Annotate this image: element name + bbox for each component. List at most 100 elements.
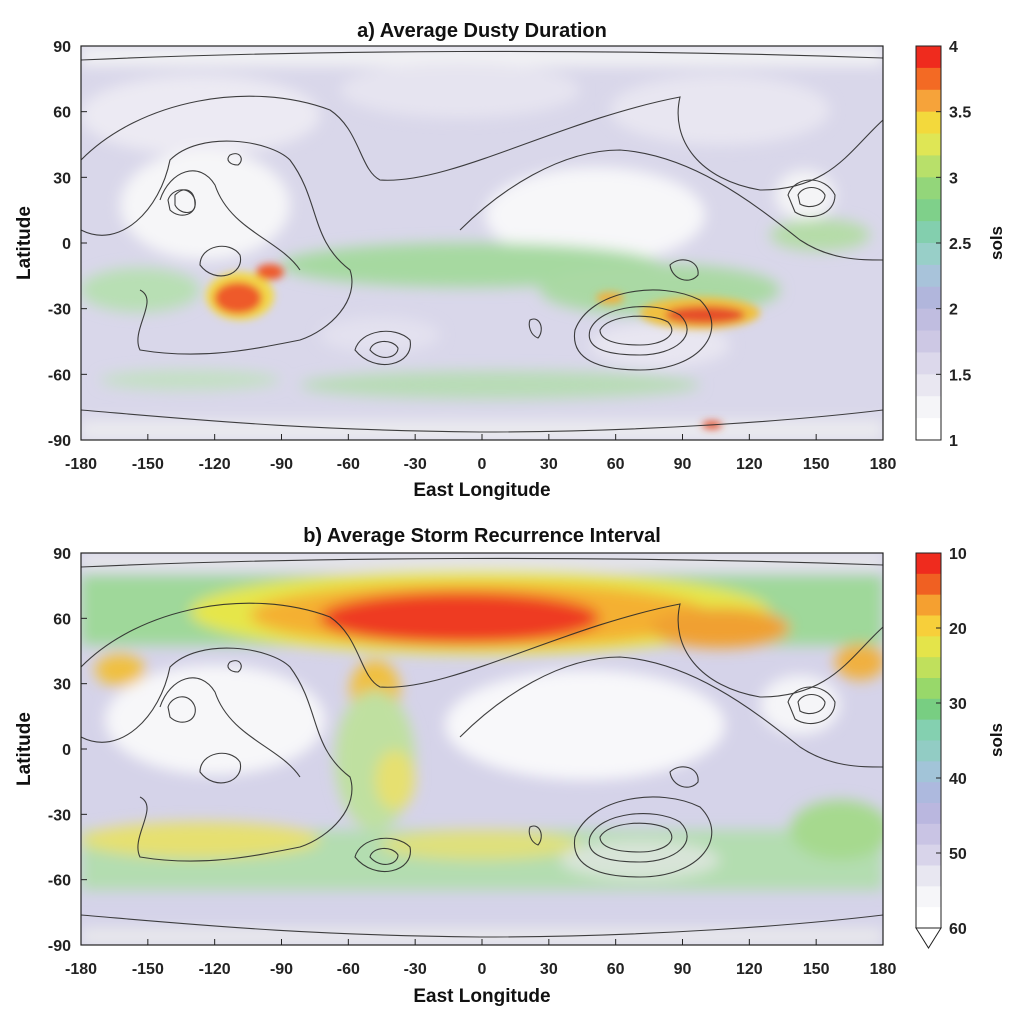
colorbar-swatch <box>916 907 941 929</box>
x-tick-label: -150 <box>132 456 164 473</box>
colorbar-swatch <box>916 678 941 700</box>
colorbar-tick-label: 50 <box>949 846 967 863</box>
colorbar-swatch <box>916 264 941 288</box>
y-tick-label: 30 <box>53 170 71 187</box>
colorbar-swatch <box>916 886 941 908</box>
y-tick-label: 60 <box>53 105 71 122</box>
colorbar-swatch <box>916 199 941 222</box>
colorbar-tick-label: 3.5 <box>949 105 971 122</box>
y-tick-label: -60 <box>48 873 71 890</box>
panel-b-x-ticks: -180 -150 -120 -90 -60 -30 0 30 60 90 120 150 180 <box>65 939 896 978</box>
colorbar-swatch <box>916 418 941 441</box>
colorbar-swatch <box>916 89 941 113</box>
colorbar-swatch <box>916 594 941 616</box>
panel-dusty-duration: a) Average Dusty Duration <box>14 20 1006 501</box>
panel-b-ylabel: Latitude <box>14 712 35 786</box>
x-tick-label: 120 <box>736 961 763 978</box>
panel-a-y-ticks: 90 60 30 0 -30 -60 -90 <box>48 39 87 450</box>
panel-b-y-ticks: 90 60 30 0 -30 -60 -90 <box>48 546 87 955</box>
y-tick-label: 30 <box>53 677 71 694</box>
colorbar-swatch <box>916 553 941 575</box>
panel-a-title: a) Average Dusty Duration <box>357 20 607 42</box>
colorbar-swatch <box>916 698 941 721</box>
colorbar-swatch <box>916 155 941 178</box>
colorbar-swatch <box>916 221 941 244</box>
colorbar-swatch <box>916 782 941 804</box>
x-tick-label: 30 <box>540 961 558 978</box>
colorbar-swatch <box>916 243 941 266</box>
x-tick-label: -30 <box>404 961 427 978</box>
panel-a-ylabel: Latitude <box>14 206 35 280</box>
colorbar-swatch <box>916 823 941 846</box>
colorbar-tick-label: 4 <box>949 39 958 56</box>
panel-a-heatmap <box>81 46 883 440</box>
colorbar-swatch <box>916 719 941 741</box>
x-tick-label: 0 <box>478 961 487 978</box>
panel-a-colorbar <box>915 45 942 441</box>
colorbar-swatch <box>916 374 941 397</box>
colorbar-swatch <box>916 67 941 91</box>
panel-a-colorbar-label: sols <box>987 226 1006 260</box>
colorbar-tick-label: 1.5 <box>949 367 971 384</box>
colorbar-swatch <box>916 352 941 375</box>
panel-a-xlabel: East Longitude <box>413 480 550 501</box>
colorbar-swatch <box>916 111 941 134</box>
panel-b-contours <box>81 557 883 938</box>
panel-a-colorbar-ticks: 4 3.5 3 2.5 2 1.5 1 <box>936 39 971 450</box>
x-tick-label: -60 <box>337 961 360 978</box>
colorbar-extend-arrow <box>915 927 942 949</box>
x-tick-label: -120 <box>199 456 231 473</box>
x-tick-label: -90 <box>270 456 293 473</box>
x-tick-label: -30 <box>404 456 427 473</box>
panel-storm-recurrence: b) Average Storm Recurrence Interval <box>14 525 1006 1007</box>
x-tick-label: -90 <box>270 961 293 978</box>
colorbar-swatch <box>916 330 941 353</box>
panel-b-colorbar <box>915 552 942 949</box>
colorbar-tick-label: 2.5 <box>949 236 971 253</box>
colorbar-tick-label: 20 <box>949 621 967 638</box>
x-tick-label: 180 <box>870 456 897 473</box>
colorbar-tick-label: 10 <box>949 546 967 563</box>
panel-a-x-ticks: -180 -150 -120 -90 -60 -30 0 30 60 90 120 150 180 <box>65 434 896 473</box>
colorbar-swatch <box>916 803 941 825</box>
x-tick-label: 150 <box>803 961 830 978</box>
y-tick-label: 0 <box>62 742 71 759</box>
colorbar-swatch <box>916 286 941 310</box>
x-tick-label: -150 <box>132 961 164 978</box>
colorbar-swatch <box>916 46 941 69</box>
x-tick-label: -180 <box>65 456 97 473</box>
x-tick-label: 60 <box>607 456 625 473</box>
colorbar-tick-label: 2 <box>949 302 958 319</box>
colorbar-swatch <box>916 615 941 637</box>
panel-b-xlabel: East Longitude <box>413 986 550 1007</box>
panel-b-colorbar-label: sols <box>987 723 1006 757</box>
x-tick-label: -180 <box>65 961 97 978</box>
y-tick-label: 90 <box>53 39 71 56</box>
colorbar-swatch <box>916 573 941 596</box>
panel-a-contours <box>81 50 883 433</box>
x-tick-label: -120 <box>199 961 231 978</box>
colorbar-swatch <box>916 177 941 200</box>
colorbar-swatch <box>916 761 941 783</box>
x-tick-label: 0 <box>478 456 487 473</box>
x-tick-label: 180 <box>870 961 897 978</box>
colorbar-tick-label: 40 <box>949 771 967 788</box>
colorbar-tick-label: 30 <box>949 696 967 713</box>
colorbar-swatch <box>916 133 941 156</box>
y-tick-label: -90 <box>48 938 71 955</box>
colorbar-swatch <box>916 308 941 331</box>
x-tick-label: 60 <box>607 961 625 978</box>
x-tick-label: -60 <box>337 456 360 473</box>
colorbar-tick-label: 60 <box>949 921 967 938</box>
colorbar-swatch <box>916 844 941 866</box>
colorbar-swatch <box>916 740 941 762</box>
y-tick-label: 0 <box>62 236 71 253</box>
colorbar-swatch <box>916 657 941 679</box>
y-tick-label: -30 <box>48 302 71 319</box>
panel-b-colorbar-ticks: 10 20 30 40 50 60 <box>936 546 967 938</box>
y-tick-label: -60 <box>48 367 71 384</box>
panel-b-title: b) Average Storm Recurrence Interval <box>303 525 661 547</box>
y-tick-label: 90 <box>53 546 71 563</box>
colorbar-swatch <box>916 636 941 658</box>
x-tick-label: 90 <box>674 456 692 473</box>
